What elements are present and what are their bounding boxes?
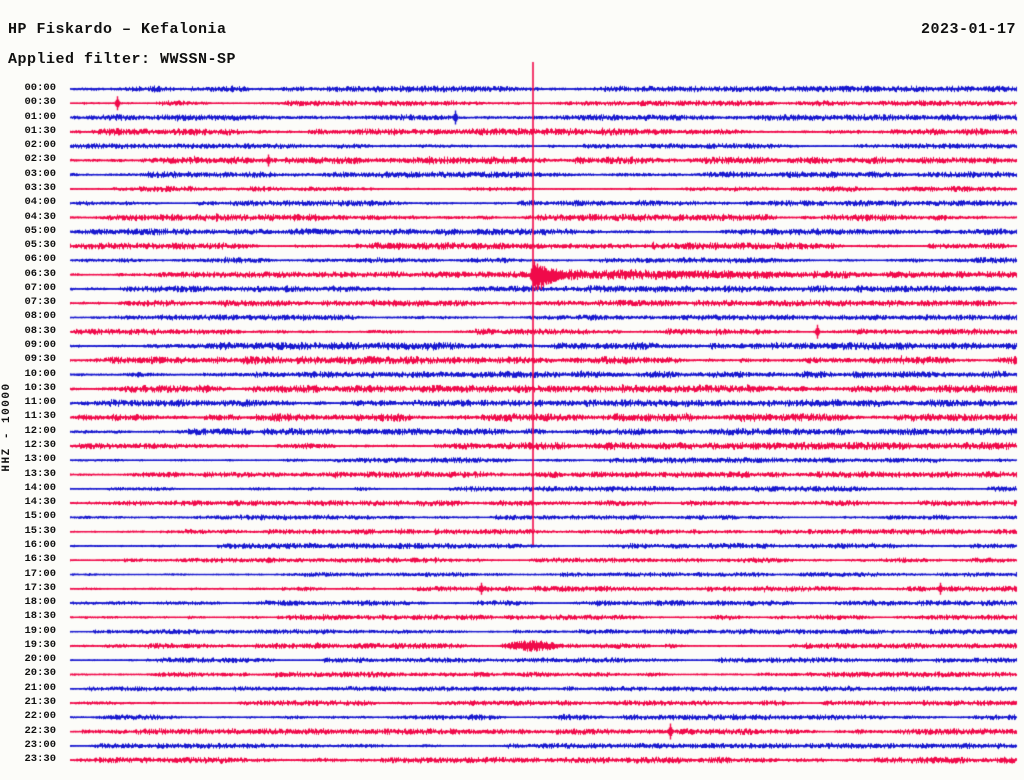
time-label: 11:00 [24, 396, 56, 409]
time-label: 12:00 [24, 424, 56, 437]
time-label: 10:30 [24, 381, 56, 394]
time-label: 09:00 [24, 339, 56, 352]
time-label: 14:30 [24, 496, 56, 509]
time-label: 18:00 [24, 596, 56, 609]
time-label: 08:00 [24, 310, 56, 323]
time-label: 05:30 [24, 239, 56, 252]
time-label: 16:30 [24, 553, 56, 566]
time-label: 21:00 [24, 681, 56, 694]
time-label: 13:00 [24, 453, 56, 466]
time-label: 14:00 [24, 481, 56, 494]
time-label: 04:00 [24, 196, 56, 209]
time-label: 07:00 [24, 281, 56, 294]
time-label: 03:00 [24, 167, 56, 180]
time-label: 19:30 [24, 638, 56, 651]
time-label: 23:00 [24, 738, 56, 751]
time-label: 17:00 [24, 567, 56, 580]
time-label: 03:30 [24, 181, 56, 194]
time-label: 09:30 [24, 353, 56, 366]
time-label: 01:00 [24, 110, 56, 123]
time-label: 00:00 [24, 82, 56, 94]
time-label: 17:30 [24, 581, 56, 594]
time-label: 22:00 [24, 710, 56, 723]
time-label: 00:30 [24, 96, 56, 109]
time-label: 06:00 [24, 253, 56, 266]
time-label: 20:30 [24, 667, 56, 680]
time-label: 19:00 [24, 624, 56, 637]
time-label: 15:30 [24, 524, 56, 537]
time-label: 02:00 [24, 139, 56, 152]
time-label: 15:00 [24, 510, 56, 523]
time-label: 04:30 [24, 210, 56, 223]
time-label: 11:30 [24, 410, 56, 423]
time-label: 18:30 [24, 610, 56, 623]
time-label: 21:30 [24, 696, 56, 709]
time-label: 22:30 [24, 724, 56, 737]
time-label: 23:30 [24, 753, 56, 766]
time-label: 08:30 [24, 324, 56, 337]
time-label: 06:30 [24, 267, 56, 280]
time-label: 20:00 [24, 653, 56, 666]
time-label: 12:30 [24, 439, 56, 451]
time-label: 16:00 [24, 538, 56, 551]
time-label: 02:30 [24, 153, 56, 166]
time-label: 07:30 [24, 296, 56, 309]
time-label: 13:30 [24, 467, 56, 480]
time-label: 10:00 [24, 367, 56, 380]
time-label: 05:00 [24, 224, 56, 237]
time-label: 01:30 [24, 124, 56, 137]
